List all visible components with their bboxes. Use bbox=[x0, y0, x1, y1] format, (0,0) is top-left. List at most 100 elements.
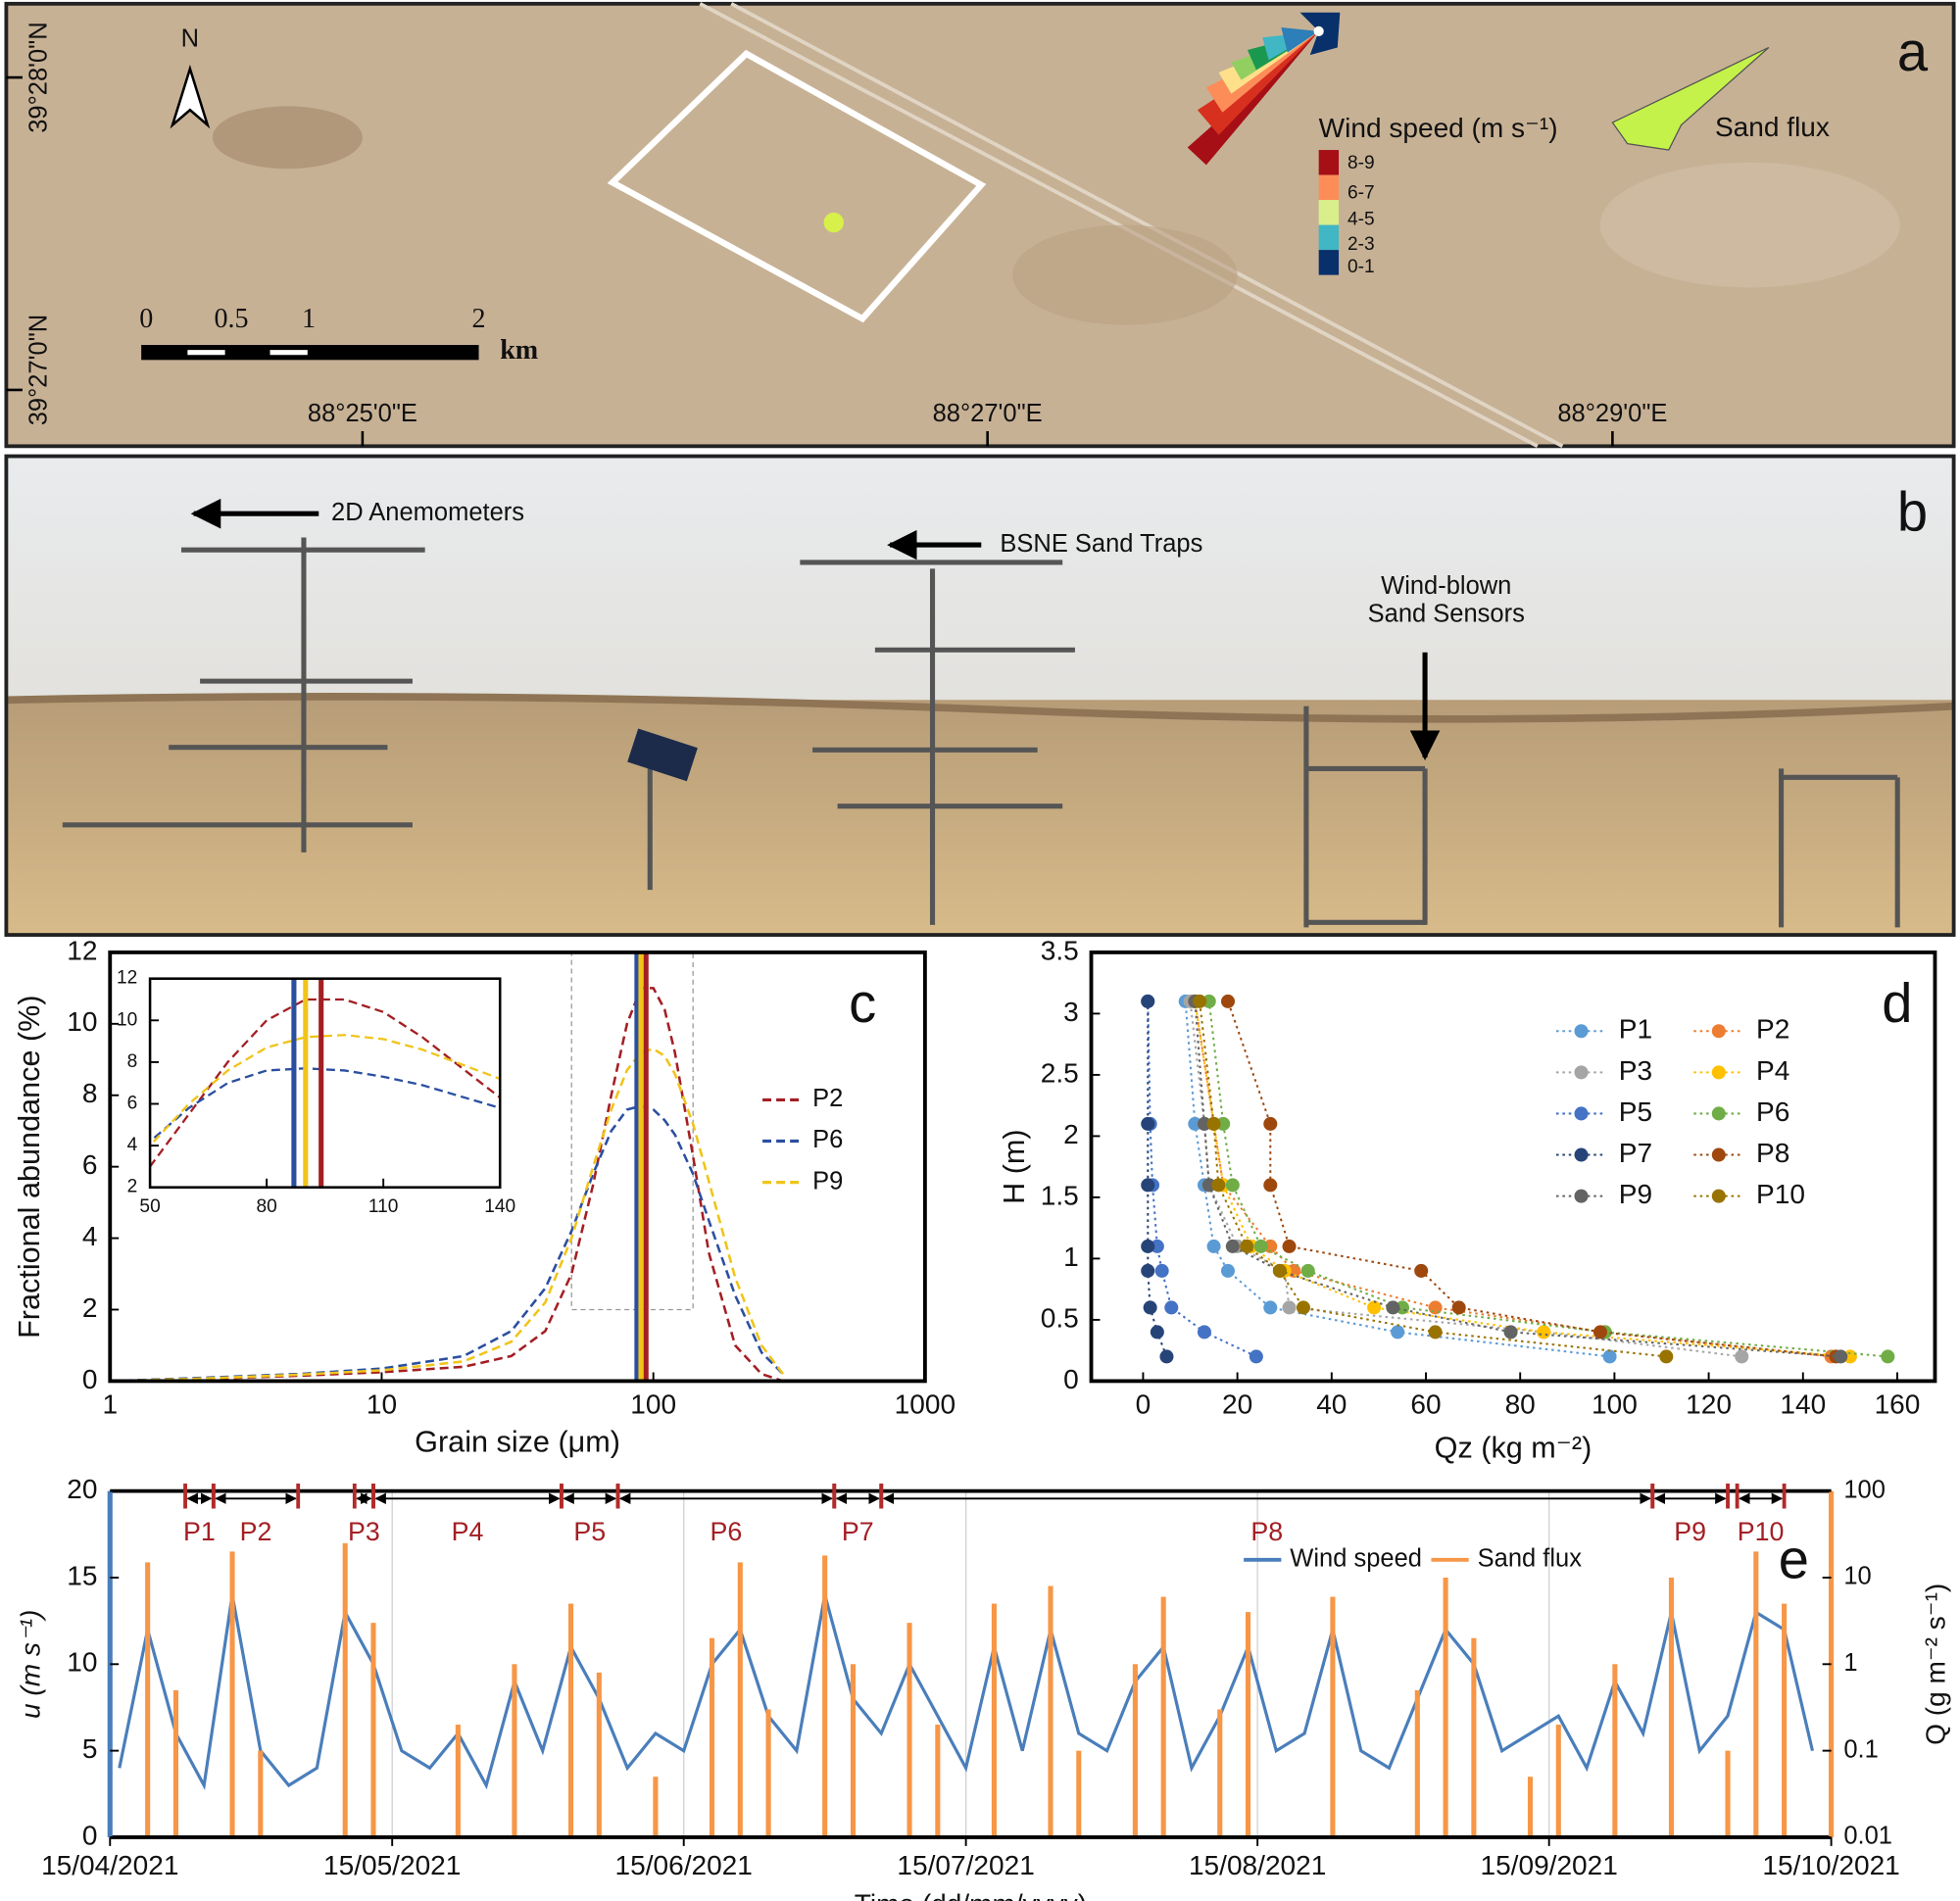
x-axis-title: Grain size (μm) bbox=[415, 1425, 620, 1458]
scale-bar bbox=[141, 345, 479, 361]
legend-title: Wind speed (m s⁻¹) bbox=[1319, 113, 1558, 143]
y-tick-label: 4 bbox=[82, 1221, 98, 1251]
flux-spike bbox=[935, 1725, 941, 1837]
x-axis-title: Qz (kg m⁻²) bbox=[1435, 1432, 1592, 1465]
flux-spike bbox=[906, 1623, 912, 1837]
x-tick-label: 20 bbox=[1222, 1389, 1252, 1419]
legend-label: P1 bbox=[1619, 1014, 1652, 1045]
sand-flux-rose bbox=[1611, 46, 1770, 151]
y-tick-label: 6 bbox=[82, 1149, 98, 1180]
profile-point bbox=[1150, 1239, 1164, 1253]
profile-point bbox=[1220, 994, 1236, 1008]
profile-point bbox=[1834, 1349, 1848, 1364]
flux-spike bbox=[709, 1637, 715, 1837]
x-tick-label: 140 bbox=[1780, 1389, 1826, 1419]
latitude-label: 39°28'0"N bbox=[25, 22, 53, 132]
flux-spike bbox=[1160, 1596, 1166, 1837]
profile-point bbox=[1272, 1263, 1287, 1278]
x-tick-label: 1 bbox=[102, 1389, 118, 1419]
period-label: P7 bbox=[842, 1517, 874, 1546]
profile-point bbox=[1451, 1300, 1466, 1315]
profile-point bbox=[1249, 1349, 1263, 1364]
y-tick-label: 0 bbox=[1063, 1364, 1079, 1394]
flux-spike bbox=[991, 1603, 997, 1837]
legend-swatch bbox=[1574, 1147, 1589, 1162]
period-label: P10 bbox=[1738, 1517, 1785, 1546]
x-tick-label: 50 bbox=[139, 1196, 160, 1217]
y-tick-label: 0.01 bbox=[1843, 1823, 1892, 1850]
y-tick-label: 10 bbox=[67, 1006, 97, 1037]
flux-spike bbox=[1132, 1664, 1138, 1837]
y-tick-label: 0 bbox=[82, 1364, 98, 1394]
period-label: P3 bbox=[348, 1517, 380, 1546]
y-tick-label: 10 bbox=[117, 1009, 137, 1030]
profile-point bbox=[1282, 1300, 1297, 1315]
flux-spike bbox=[1414, 1689, 1420, 1837]
y-tick-label: 3.5 bbox=[1041, 935, 1079, 965]
rose-petal bbox=[1197, 30, 1319, 135]
flux-spike bbox=[172, 1689, 179, 1837]
profile-point bbox=[1592, 1325, 1607, 1340]
profile-line bbox=[1194, 1000, 1850, 1358]
flux-spike bbox=[596, 1672, 602, 1837]
profile-point bbox=[1428, 1300, 1443, 1315]
x-tick-label: 10 bbox=[367, 1389, 397, 1419]
inset-series-line bbox=[150, 1067, 501, 1144]
profile-point bbox=[1216, 1116, 1231, 1131]
flux-spike bbox=[1527, 1777, 1534, 1837]
profile-point bbox=[1386, 1300, 1400, 1315]
profile-point bbox=[1842, 1349, 1857, 1364]
x-tick-label: 140 bbox=[484, 1196, 515, 1217]
profile-point bbox=[1193, 994, 1207, 1008]
profile-line bbox=[1184, 1000, 1610, 1358]
profile-point bbox=[1659, 1349, 1674, 1364]
flux-spike bbox=[850, 1664, 857, 1837]
flux-spike bbox=[1048, 1585, 1054, 1837]
x-tick-label: 15/07/2021 bbox=[897, 1850, 1034, 1880]
colorbar-cell bbox=[1318, 200, 1340, 225]
x-tick-label: 110 bbox=[368, 1196, 399, 1217]
y2-axis-title: Q (g m⁻² s⁻¹) bbox=[1920, 1584, 1950, 1745]
period-label: P1 bbox=[183, 1517, 216, 1546]
y-tick-label: 2 bbox=[82, 1292, 98, 1323]
profile-point bbox=[1154, 1263, 1169, 1278]
terrain bbox=[1599, 162, 1900, 288]
rose-petal bbox=[1281, 27, 1319, 53]
plot-frame bbox=[1089, 950, 1937, 1384]
legend-swatch bbox=[1711, 1106, 1726, 1121]
period-label: P6 bbox=[710, 1517, 743, 1546]
profile-point bbox=[1141, 1239, 1155, 1253]
profile-point bbox=[1141, 994, 1155, 1008]
photo-panel: 2D Anemometers BSNE Sand Traps Wind-blow… bbox=[4, 454, 1956, 937]
profile-point bbox=[1263, 1178, 1278, 1193]
y-tick-label: 5 bbox=[82, 1733, 98, 1764]
profile-point bbox=[1143, 1300, 1157, 1315]
legend-label: P8 bbox=[1756, 1138, 1789, 1168]
panel-label: e bbox=[1779, 1528, 1809, 1589]
legend-label: Sand flux bbox=[1478, 1545, 1583, 1573]
flux-spike bbox=[1555, 1725, 1561, 1837]
flux-spike bbox=[1217, 1709, 1223, 1837]
panel-label: c bbox=[849, 972, 876, 1034]
legend-label: 6-7 bbox=[1348, 183, 1375, 204]
annotation: 2D Anemometers bbox=[331, 499, 524, 526]
period-label: P5 bbox=[573, 1517, 606, 1546]
longitude-label: 88°29'0"E bbox=[1557, 400, 1667, 427]
legend-swatch bbox=[1574, 1189, 1589, 1203]
solar-panel bbox=[627, 728, 698, 782]
north-arrow bbox=[170, 64, 211, 129]
period-label: P8 bbox=[1250, 1517, 1283, 1546]
y-tick-label: 20 bbox=[67, 1474, 97, 1504]
flux-spike bbox=[1443, 1577, 1448, 1837]
x-tick-label: 0 bbox=[1136, 1389, 1152, 1419]
colorbar-cell bbox=[1318, 250, 1340, 275]
x-tick-label: 120 bbox=[1686, 1389, 1732, 1419]
period-label: P2 bbox=[240, 1517, 272, 1546]
flux-spike bbox=[1471, 1637, 1477, 1837]
scale-label: 2 bbox=[472, 304, 486, 334]
legend-swatch bbox=[1711, 1147, 1726, 1162]
profile-line bbox=[1199, 1000, 1667, 1358]
y-tick-label: 1 bbox=[1063, 1242, 1079, 1272]
x-tick-label: 80 bbox=[1505, 1389, 1536, 1419]
profile-point bbox=[1253, 1239, 1268, 1253]
